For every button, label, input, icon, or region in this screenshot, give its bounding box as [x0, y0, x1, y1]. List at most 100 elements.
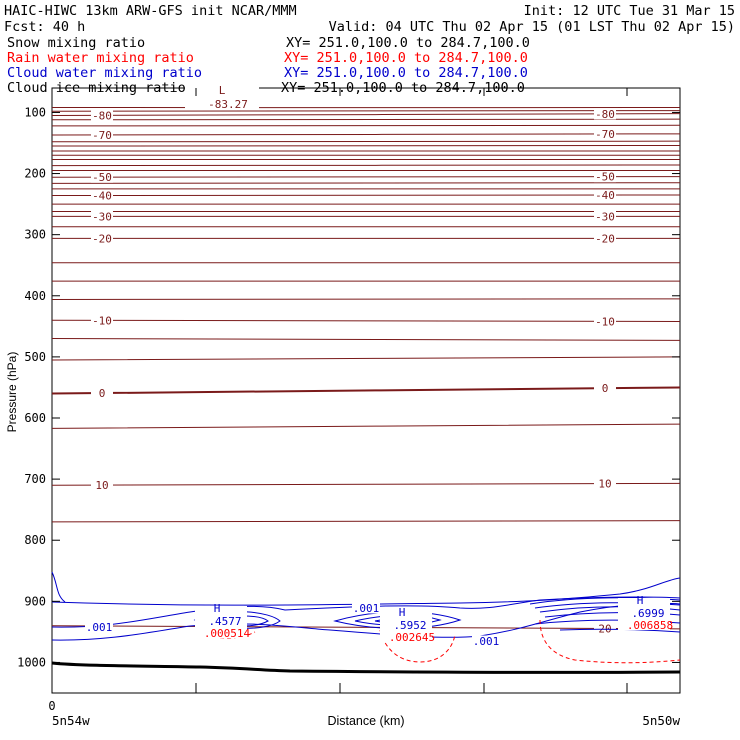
cloud-water-max-value: .6999: [631, 607, 664, 620]
cloud-water-max-value: .5952: [393, 619, 426, 632]
isotherm-label: 0: [602, 382, 609, 395]
isotherm-line: [51, 319, 681, 323]
contour-label-background: [618, 598, 670, 630]
field-xy-rain: XY= 251.0,100.0 to 284.7,100.0: [284, 50, 528, 66]
isotherm-label: -70: [595, 128, 615, 141]
contour-label-background: [91, 387, 113, 399]
isotherm-label: -80: [92, 109, 112, 122]
isotherm-label: -10: [92, 314, 112, 327]
contour-label-background: [91, 129, 113, 141]
maximum-marker: H: [399, 606, 406, 619]
cloud-water-label: .001: [353, 602, 380, 615]
isotherm-line: [51, 356, 681, 361]
field-xy-cloud-water: XY= 251.0,100.0 to 284.7,100.0: [284, 65, 528, 81]
contour-label-background: [91, 232, 113, 244]
rain-water-contour: [379, 629, 456, 663]
field-xy-snow: XY= 251.0,100.0 to 284.7,100.0: [286, 35, 530, 51]
rain-water-contour: [539, 619, 681, 664]
isotherm-line: [51, 386, 681, 395]
isotherm-line: [51, 124, 681, 127]
isotherm-line: [51, 298, 681, 300]
contour-layer: -80 -80 -70 -70 -50 -50 -40 -40 -30 -30 -20 -20 -10 -…: [51, 84, 681, 674]
isotherm-line: [51, 169, 681, 172]
isotherm-label: -30: [595, 210, 615, 223]
header-init-time: Init: 12 UTC Tue 31 Mar 15: [524, 3, 735, 19]
contour-label-background: [380, 610, 432, 642]
isotherm-label: -20: [92, 232, 112, 245]
contour-label-background: [594, 478, 616, 490]
isotherm-line: [51, 225, 681, 228]
isotherm-line: [51, 482, 681, 486]
isotherm-line: [51, 203, 681, 205]
contour-label-background: [472, 635, 500, 647]
y-axis-tick-label: 500: [24, 350, 46, 364]
isotherm-label: -40: [595, 189, 615, 202]
x-axis-end-label: 5n50w: [642, 713, 680, 728]
contour-label-background: [352, 602, 380, 614]
isotherm-line: [51, 133, 681, 136]
isotherm-line: [51, 423, 681, 429]
isotherm-line: [51, 150, 681, 152]
contour-label-background: [594, 622, 616, 634]
rain-water-max-value: .000514: [204, 627, 251, 640]
contour-label-background: [594, 128, 616, 140]
isotherm-line: [51, 113, 681, 116]
y-axis-tick-label: 400: [24, 289, 46, 303]
plot-frame: [51, 87, 681, 694]
isotherm-line: [51, 158, 681, 161]
isotherm-line: [51, 337, 681, 342]
isotherm-line: [51, 164, 681, 167]
terrain-surface-line: [51, 661, 681, 674]
isotherm-line: [51, 154, 681, 157]
contour-label-background: [594, 189, 616, 201]
contour-label-background: [594, 210, 616, 222]
cloud-water-contour: [51, 596, 681, 628]
contour-label-background: [594, 315, 616, 327]
contour-label-background: [594, 382, 616, 394]
isotherm-label: -50: [92, 171, 112, 184]
isotherm-label: -80: [595, 108, 615, 121]
isotherm-line: [51, 210, 681, 213]
y-axis-tick-label: 700: [24, 472, 46, 486]
isotherm-line: [51, 118, 681, 121]
isotherm-line: [51, 520, 681, 523]
isotherm-label: -10: [595, 315, 615, 328]
isotherm-line: [51, 182, 681, 184]
x-axis-tick-label: 0: [48, 699, 55, 713]
isotherm-line: [51, 215, 681, 218]
x-axis-start-label: 5n54w: [52, 713, 90, 728]
header-title: HAIC-HIWC 13km ARW-GFS init NCAR/MMM: [4, 3, 297, 19]
isotherm-line: [51, 140, 681, 143]
contour-label-background: [195, 606, 247, 638]
contour-label-background: [594, 108, 616, 120]
rain-water-max-value: .006858: [627, 619, 673, 632]
isotherm-label: -70: [92, 129, 112, 142]
cloud-water-label: .001: [473, 635, 500, 648]
isotherm-line: [51, 261, 681, 264]
isotherm-line: [51, 106, 681, 109]
isotherm-label: -40: [92, 190, 112, 203]
contour-label-background: [594, 232, 616, 244]
field-name-cloud-water: Cloud water mixing ratio: [7, 65, 202, 81]
contour-label-background: [91, 210, 113, 222]
maximum-marker: H: [214, 602, 221, 615]
contour-label-background: [91, 190, 113, 202]
isotherm-line: [51, 110, 681, 112]
contour-label-background: [91, 171, 113, 183]
y-axis-title: Pressure (hPa): [5, 352, 19, 433]
isotherm-line: [51, 237, 681, 240]
isotherm-line: [51, 176, 681, 178]
y-axis-tick-label: 300: [24, 228, 46, 242]
header-valid-time: Valid: 04 UTC Thu 02 Apr 15 (01 LST Thu …: [329, 19, 735, 35]
cloud-water-label: .001: [86, 621, 113, 634]
isotherm-label: -50: [595, 171, 615, 184]
isotherm-line: [51, 144, 681, 147]
isotherm-label: 10: [95, 479, 108, 492]
y-axis-tick-label: 900: [24, 594, 46, 608]
y-axis-tick-label: 200: [24, 167, 46, 181]
isotherm-label: 10: [598, 478, 611, 491]
y-axis-tick-label: 100: [24, 105, 46, 119]
min-temperature-value: -83.27: [208, 98, 248, 111]
